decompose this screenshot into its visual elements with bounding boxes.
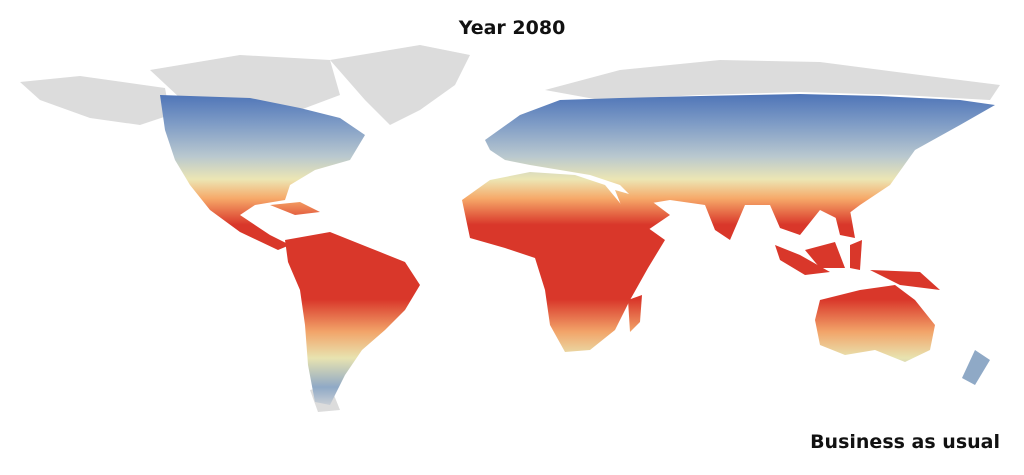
map-title: Year 2080 <box>458 17 566 39</box>
world-map <box>20 45 1000 412</box>
scenario-label: Business as usual <box>810 431 1000 453</box>
land-masses <box>160 94 995 405</box>
